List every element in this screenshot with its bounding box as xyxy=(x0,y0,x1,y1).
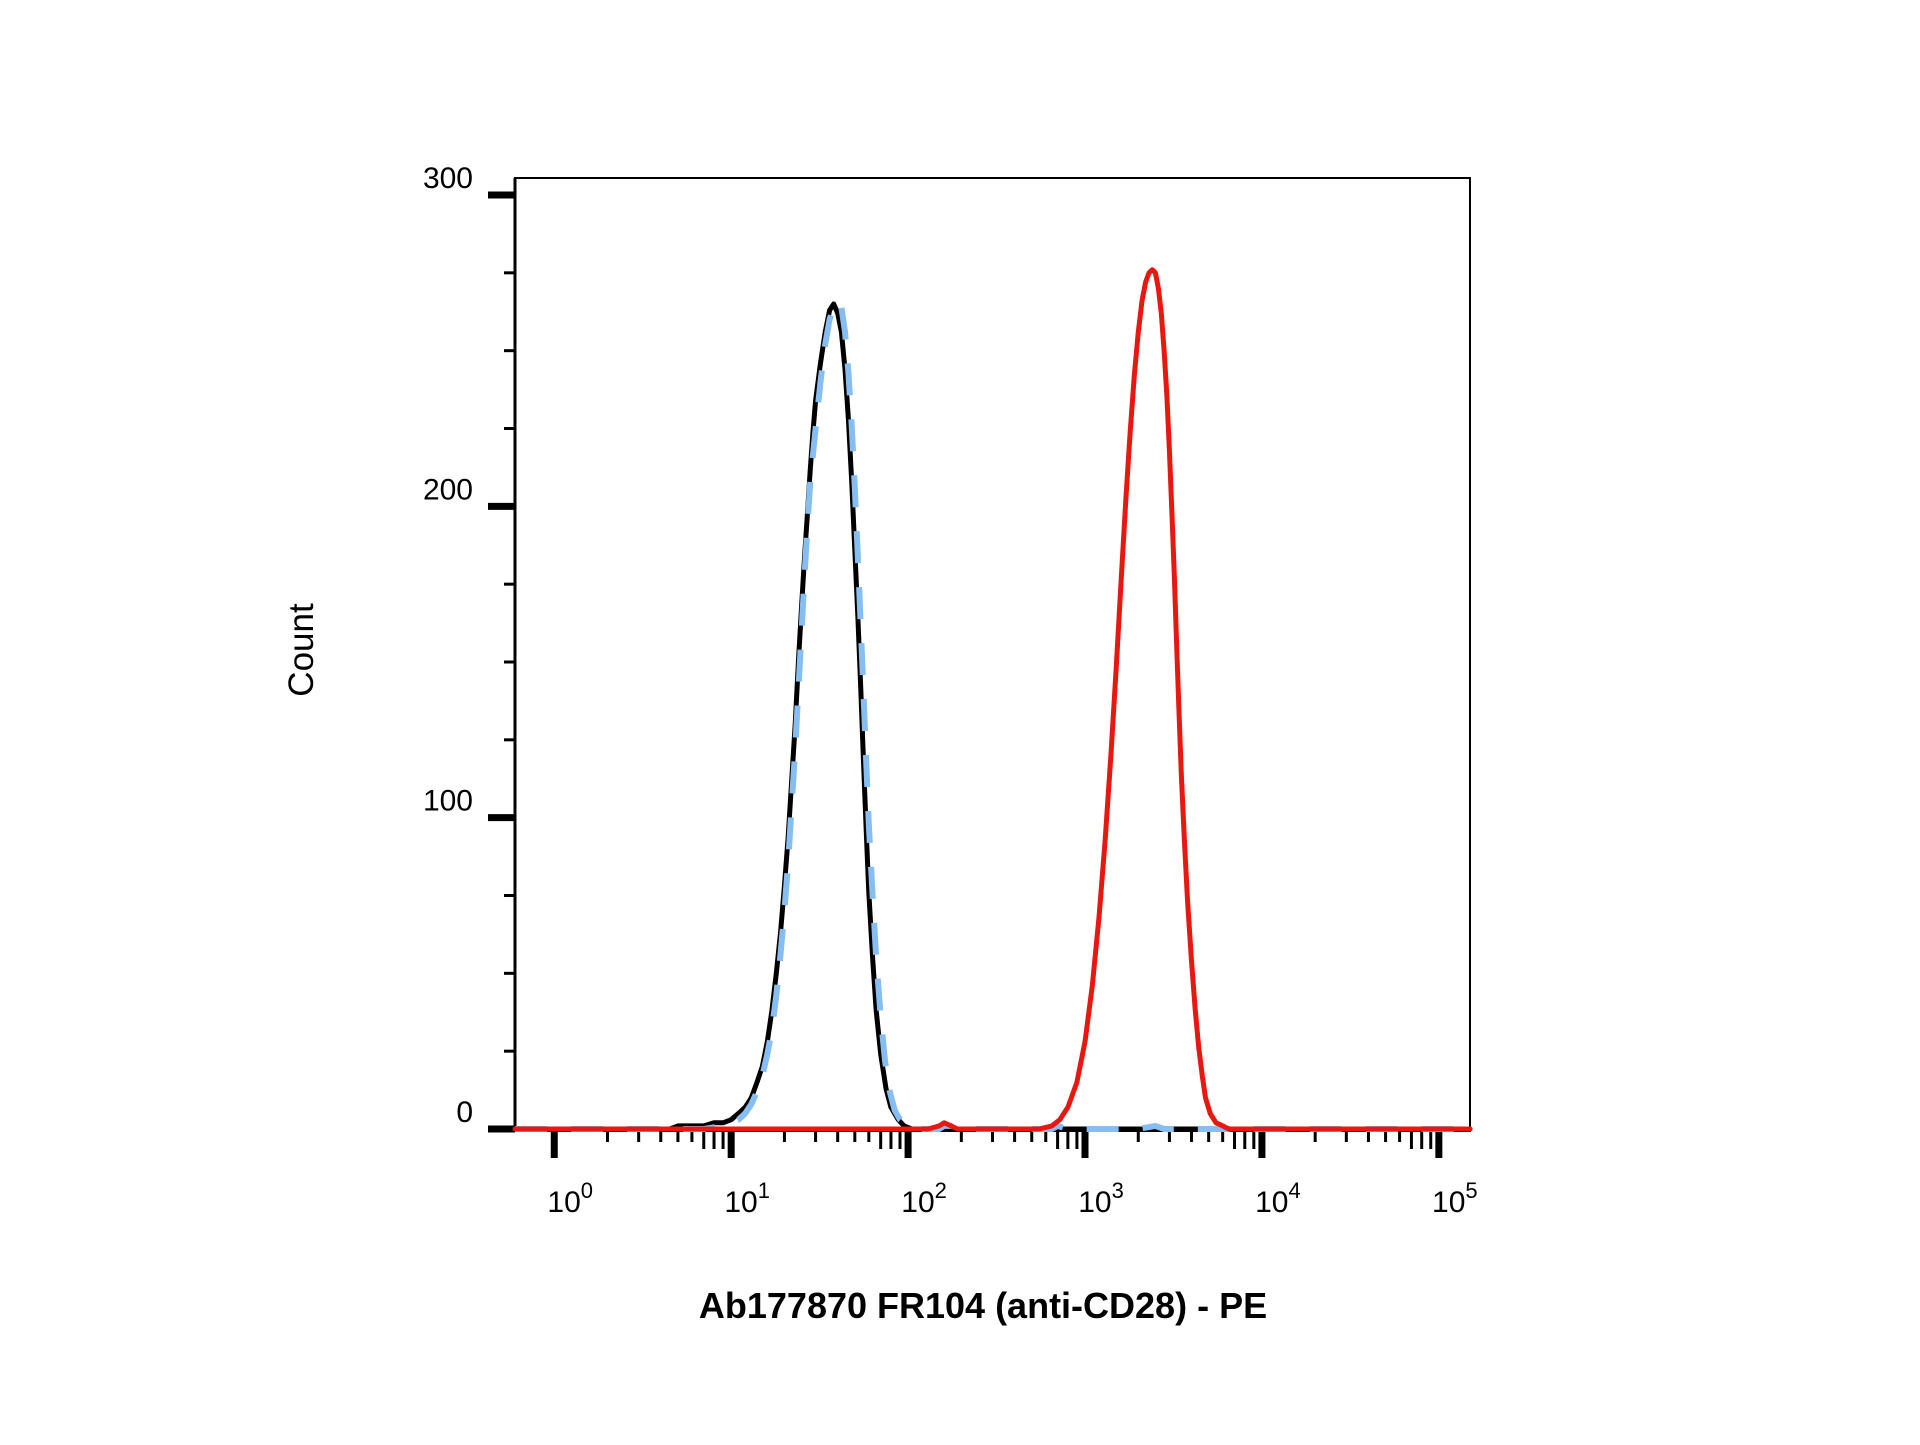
x-minor-ticks xyxy=(606,1131,1433,1149)
y-axis-label: Count xyxy=(282,603,321,697)
histogram-series-3 xyxy=(512,267,1473,1132)
plot-frame xyxy=(514,177,1471,1132)
y-minor-ticks xyxy=(504,271,515,1053)
series-layer xyxy=(512,267,1473,1132)
x-tick-label: 104 xyxy=(1255,1178,1301,1219)
y-major-ticks: 0 100 200 300 xyxy=(423,162,515,1133)
y-tick-label: 100 xyxy=(423,785,473,818)
x-major-ticks: 100 101 102 103 104 105 xyxy=(547,1131,1478,1219)
y-tick-label: 300 xyxy=(423,162,473,195)
y-tick-label: 200 xyxy=(423,473,473,506)
histogram-series-2 xyxy=(515,297,1470,1132)
x-tick-label: 101 xyxy=(724,1178,770,1219)
x-tick-label: 103 xyxy=(1078,1178,1124,1219)
y-tick-label: 0 xyxy=(456,1096,473,1129)
x-tick-label: 105 xyxy=(1432,1178,1478,1219)
x-axis-label: Ab177870 FR104 (anti-CD28) - PE xyxy=(699,1285,1267,1326)
histogram-series-1 xyxy=(512,301,1473,1132)
x-tick-label: 100 xyxy=(547,1178,593,1219)
x-tick-label: 102 xyxy=(901,1178,947,1219)
